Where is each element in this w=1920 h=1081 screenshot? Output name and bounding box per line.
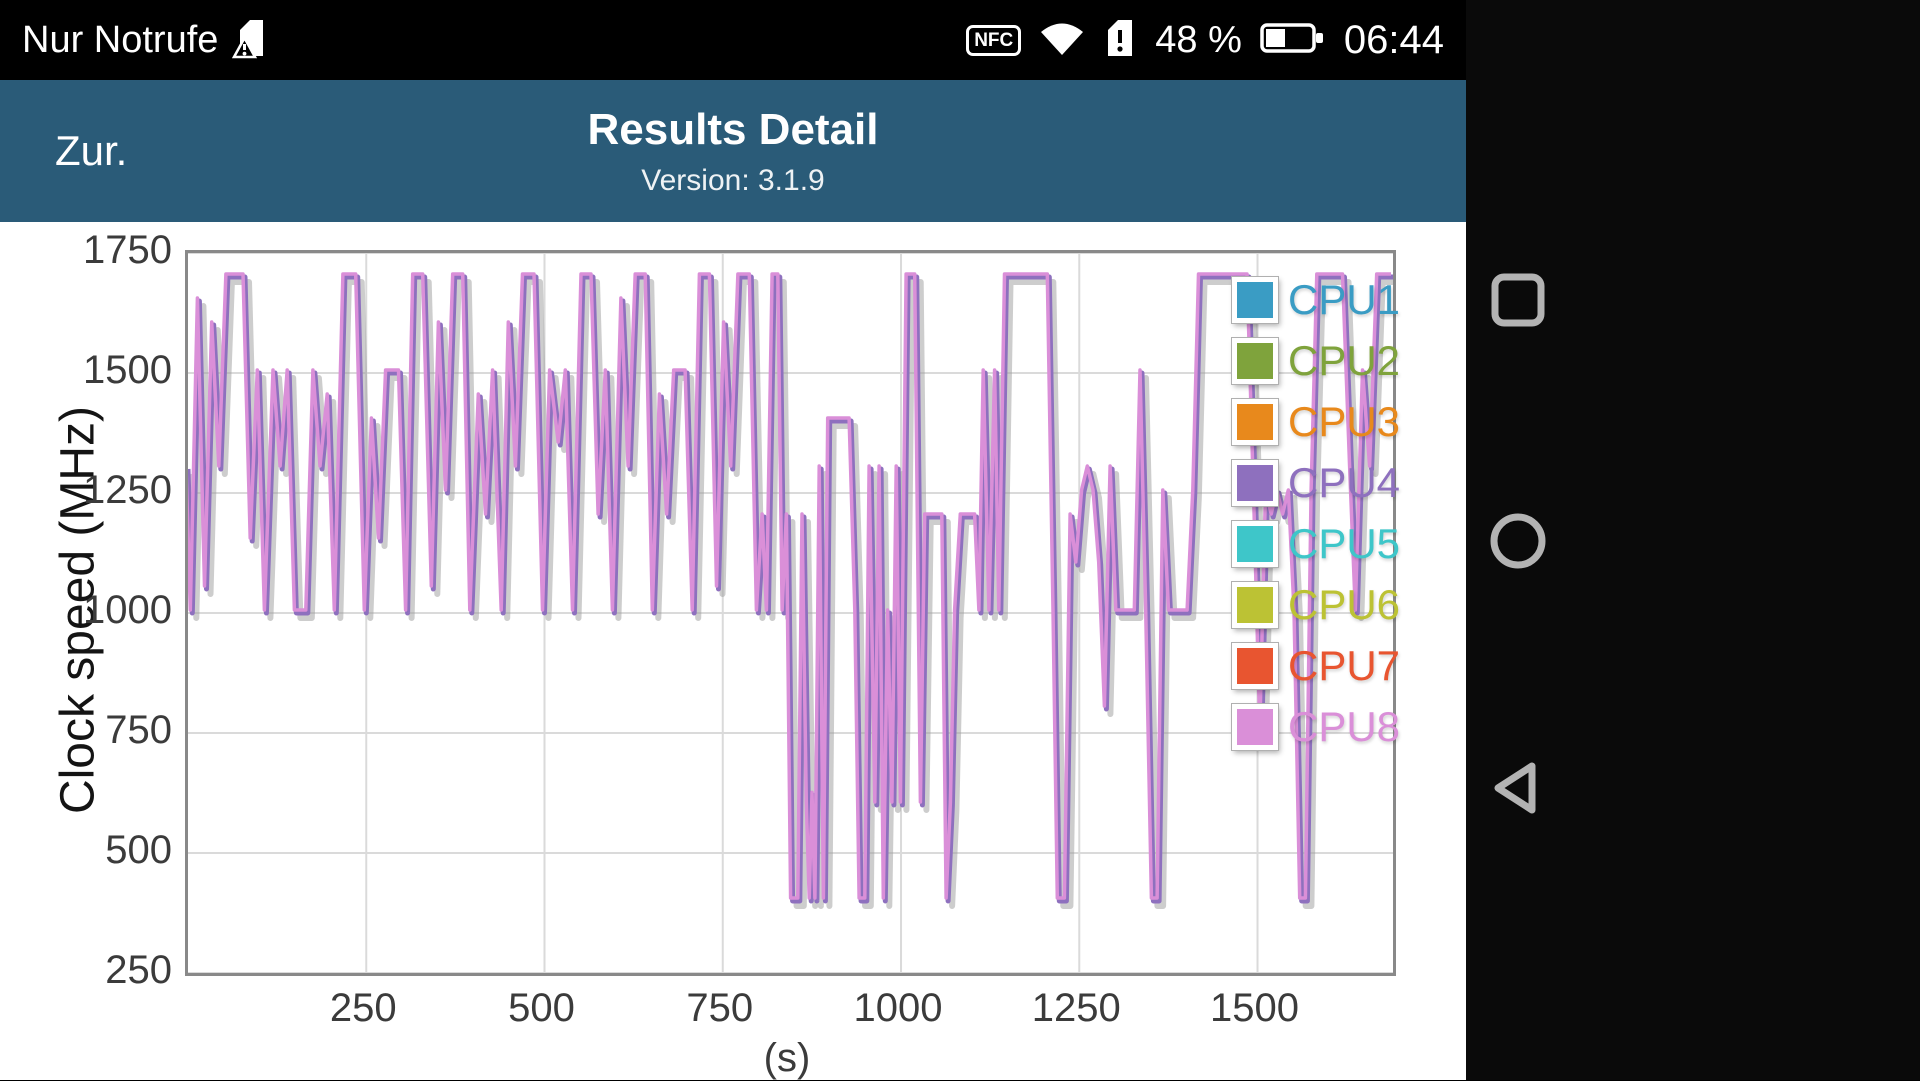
back-button[interactable]: Zur. xyxy=(55,127,128,174)
legend-swatch xyxy=(1231,703,1279,751)
status-bar-right: NFC 48 % 06:44 xyxy=(966,17,1444,64)
y-tick-label: 500 xyxy=(105,828,172,872)
legend-item-cpu7: CPU7 xyxy=(1231,642,1401,690)
y-tick-label: 250 xyxy=(105,948,172,992)
results-chart-panel: Clock speed (MHz) CPU1 CPU2 CPU3 CPU4 CPU5 CP… xyxy=(0,222,1466,1080)
y-tick-label: 1250 xyxy=(83,468,172,512)
chart-svg xyxy=(188,253,1393,973)
legend-swatch xyxy=(1231,581,1279,629)
series-cpu4 xyxy=(188,274,1393,904)
x-axis-title: (s) xyxy=(763,1036,811,1080)
legend-label: CPU4 xyxy=(1288,459,1401,506)
legend-label: CPU1 xyxy=(1288,276,1401,323)
sim-warning-icon xyxy=(232,16,268,65)
legend-item-cpu6: CPU6 xyxy=(1231,581,1401,629)
y-tick-label: 1750 xyxy=(83,228,172,272)
series-shadow xyxy=(189,279,1393,909)
chart-series xyxy=(188,272,1393,909)
legend-label: CPU3 xyxy=(1288,398,1401,445)
version-subtitle: Version: 3.1.9 xyxy=(641,163,825,197)
legend-label: CPU8 xyxy=(1288,703,1401,750)
x-tick-label: 1500 xyxy=(1210,986,1300,1030)
home-button[interactable] xyxy=(1489,512,1547,570)
android-nav-bar xyxy=(1466,0,1920,1080)
legend-swatch xyxy=(1231,520,1279,568)
wifi-icon xyxy=(1039,19,1085,62)
status-bar: Nur Notrufe NFC 48 % xyxy=(0,0,1466,80)
legend-swatch xyxy=(1231,459,1279,507)
legend-item-cpu5: CPU5 xyxy=(1231,520,1401,568)
app-header: Zur. Results Detail Version: 3.1.9 xyxy=(0,80,1466,222)
legend-label: CPU2 xyxy=(1288,337,1401,384)
y-tick-label: 1500 xyxy=(83,348,172,392)
x-tick-label: 1250 xyxy=(1031,986,1121,1030)
legend-item-cpu8: CPU8 xyxy=(1231,703,1401,751)
legend-swatch xyxy=(1231,398,1279,446)
legend-item-cpu2: CPU2 xyxy=(1231,337,1401,385)
legend-item-cpu4: CPU4 xyxy=(1231,459,1401,507)
x-tick-label: 750 xyxy=(686,986,754,1030)
x-tick-label: 250 xyxy=(329,986,397,1030)
legend-swatch xyxy=(1231,276,1279,324)
legend-label: CPU7 xyxy=(1288,642,1401,689)
x-tick-label: 500 xyxy=(508,986,575,1030)
battery-percent: 48 % xyxy=(1155,18,1242,61)
recents-button[interactable] xyxy=(1489,271,1547,329)
chart-legend: CPU1 CPU2 CPU3 CPU4 CPU5 CPU6 CPU7 CPU8 xyxy=(1231,276,1401,751)
nfc-icon: NFC xyxy=(966,24,1022,56)
carrier-text: Nur Notrufe xyxy=(22,18,219,61)
legend-label: CPU5 xyxy=(1288,520,1401,567)
clock-text: 06:44 xyxy=(1343,17,1444,62)
y-tick-label: 1000 xyxy=(83,588,172,632)
legend-label: CPU6 xyxy=(1288,581,1401,628)
series-cpu8 xyxy=(188,272,1391,900)
legend-swatch xyxy=(1231,642,1279,690)
clock-speed-chart xyxy=(185,250,1396,976)
battery-icon xyxy=(1260,20,1326,61)
header-title-block: Results Detail Version: 3.1.9 xyxy=(0,80,1466,222)
legend-item-cpu3: CPU3 xyxy=(1231,398,1401,446)
legend-swatch xyxy=(1231,337,1279,385)
y-tick-label: 750 xyxy=(105,708,172,752)
back-nav-button[interactable] xyxy=(1489,759,1547,817)
sim-alert-icon xyxy=(1103,17,1137,64)
x-tick-label: 1000 xyxy=(853,986,943,1030)
page-title: Results Detail xyxy=(587,104,879,154)
legend-item-cpu1: CPU1 xyxy=(1231,276,1401,324)
